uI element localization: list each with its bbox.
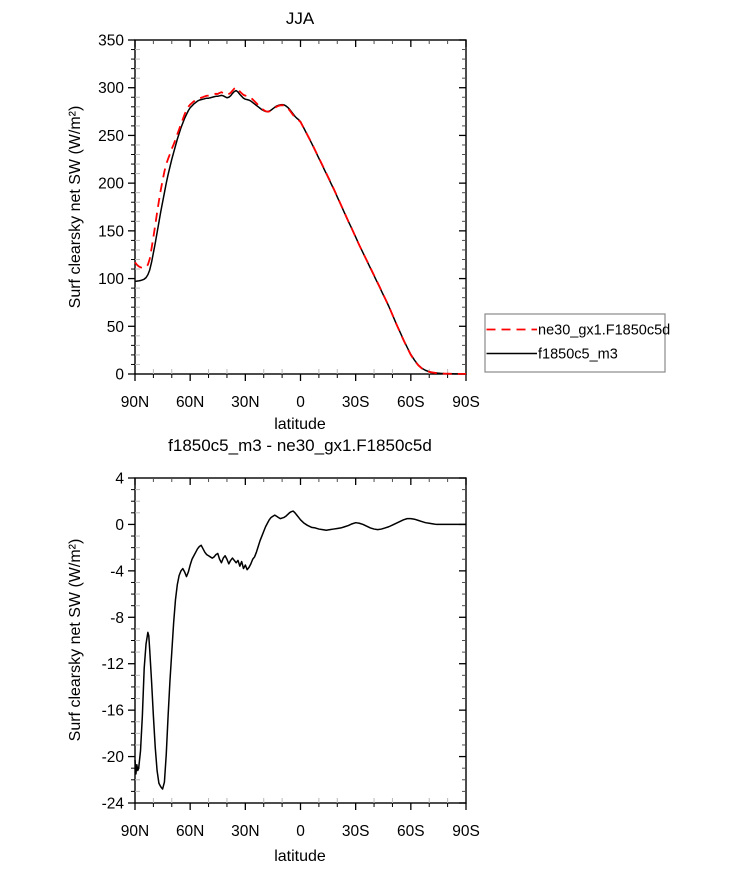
y-tick-label: -20	[102, 749, 125, 766]
x-tick-label: 60N	[176, 394, 204, 411]
top-chart-y-axis-label: Surf clearsky net SW (W/m²)	[67, 106, 84, 309]
y-tick-label: -24	[102, 796, 125, 813]
legend: ne30_gx1.F1850c5d f1850c5_m3	[484, 313, 670, 373]
y-tick-label: 200	[98, 176, 124, 193]
x-tick-label: 90N	[121, 394, 149, 411]
plot-frame	[134, 477, 467, 804]
y-tick-label: 50	[107, 319, 125, 336]
x-tick-label: 60S	[397, 394, 425, 411]
y-tick-label: 150	[98, 223, 124, 240]
y-tick-label: 4	[115, 471, 124, 488]
top-chart-x-axis-label: latitude	[274, 416, 326, 433]
top-chart-plot-area: 90N 60N 30N 0 30S 60S 90S 350 300 250 200 150 100 50 0	[98, 33, 480, 412]
bottom-chart-x-axis-label: latitude	[274, 848, 326, 865]
x-tick-label: 60N	[176, 823, 204, 840]
top-chart-title: JJA	[286, 9, 315, 28]
x-tick-label: 30S	[342, 394, 370, 411]
plot-frame	[134, 39, 467, 375]
x-tick-label: 0	[296, 823, 305, 840]
y-tick-label: 250	[98, 128, 124, 145]
series-line-f1850c5_m3 - ne30_gx1.F1850c5d	[134, 510, 466, 790]
x-tick-label: 30N	[231, 823, 259, 840]
y-tick-label: -16	[102, 703, 124, 720]
x-tick-label: 90S	[452, 823, 480, 840]
bottom-chart-plot-area: 90N 60N 30N 0 30S 60S 90S 4 0 -4 -8 -12 -16 -20 -24	[102, 471, 480, 841]
legend-label-red: ne30_gx1.F1850c5d	[538, 323, 670, 339]
y-tick-label: -4	[110, 563, 124, 580]
y-tick-label: 0	[115, 517, 124, 534]
x-tick-label: 90N	[121, 823, 149, 840]
x-tick-label: 0	[296, 394, 305, 411]
y-tick-label: 300	[98, 80, 124, 97]
y-tick-label: -8	[110, 610, 124, 627]
x-tick-label: 30S	[342, 823, 370, 840]
bottom-chart-title: f1850c5_m3 - ne30_gx1.F1850c5d	[168, 436, 432, 455]
y-tick-label: 100	[98, 271, 124, 288]
legend-label-black: f1850c5_m3	[538, 347, 618, 363]
bottom-chart-y-axis-label: Surf clearsky net SW (W/m²)	[67, 539, 84, 742]
x-tick-label: 60S	[397, 823, 425, 840]
legend-box	[484, 313, 666, 373]
x-tick-label: 90S	[452, 394, 480, 411]
series-line-f1850c5_m3	[134, 89, 466, 375]
y-tick-label: -12	[102, 656, 124, 673]
x-tick-label: 30N	[231, 394, 259, 411]
y-tick-label: 0	[115, 367, 124, 384]
y-tick-label: 350	[98, 33, 124, 50]
series-line-ne30_gx1.F1850c5d	[134, 86, 466, 375]
